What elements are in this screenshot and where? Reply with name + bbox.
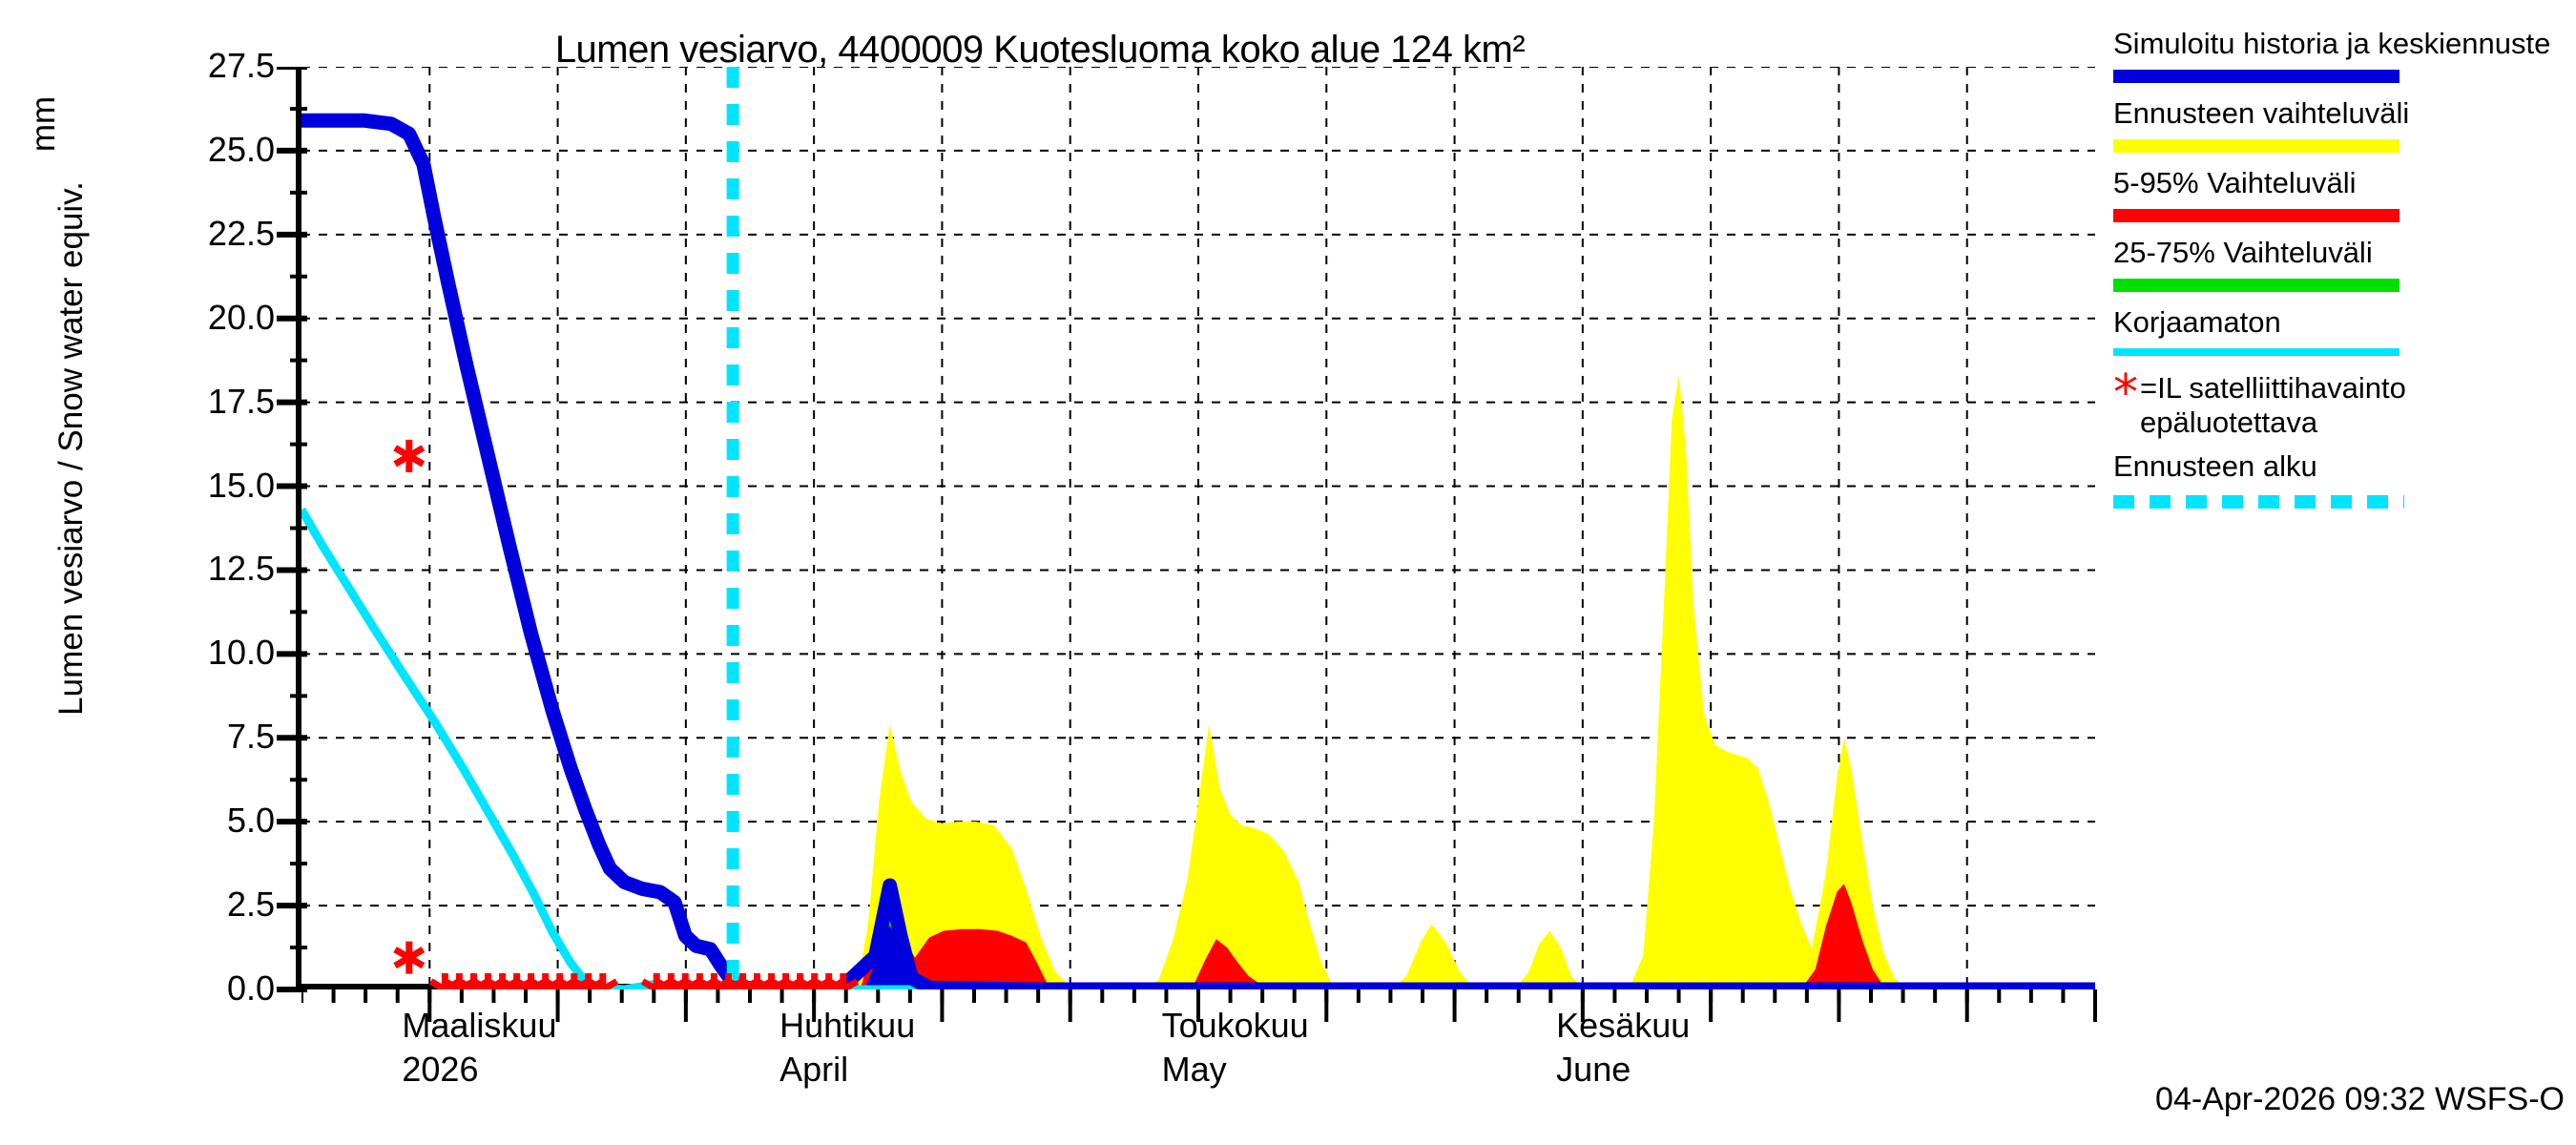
legend-label-satellite-1: =IL satelliittihavainto	[2140, 371, 2406, 405]
y-tick-label: 27.5	[207, 46, 275, 85]
x-tick-label: Maaliskuu 2026	[402, 1004, 556, 1092]
x-tick-label-fi: Toukokuu	[1161, 1006, 1309, 1045]
legend-swatch-mean	[2113, 70, 2399, 83]
legend-swatch-range-5-95	[2113, 209, 2399, 222]
legend-label-range-5-95: 5-95% Vaihteluväli	[2113, 166, 2357, 199]
y-tick-label: 0.0	[226, 968, 275, 1008]
y-axis-tick-labels: 27.5 25.0 22.5 20.0 17.5 15.0 12.5 10.0 7.5 5.0 2.…	[57, 46, 277, 1008]
y-axis-ticks	[277, 67, 307, 992]
x-axis-tick-labels: Maaliskuu 2026 Huhtikuu April Toukokuu May Kes…	[296, 1004, 2109, 1118]
y-tick-label: 17.5	[207, 381, 275, 421]
y-tick-label: 20.0	[207, 297, 275, 337]
chart-legend: Simuloitu historia ja keskiennuste Ennus…	[2113, 27, 2562, 509]
legend-label-range-25-75: 25-75% Vaihteluväli	[2113, 236, 2373, 269]
legend-label-forecast-start: Ennusteen alku	[2113, 449, 2317, 483]
x-tick-label: Huhtikuu April	[779, 1004, 915, 1092]
x-tick-label-fi: Kesäkuu	[1556, 1006, 1691, 1045]
y-tick-label: 15.0	[207, 465, 275, 505]
satellite-asterisk-icon: *	[2113, 364, 2138, 422]
legend-swatch-forecast-start	[2113, 495, 2404, 509]
x-tick-label: Toukokuu May	[1162, 1004, 1309, 1092]
legend-label-satellite-2: epäluotettava	[2140, 406, 2318, 439]
y-tick-label: 10.0	[207, 633, 275, 673]
legend-satellite-row: * =IL satelliittihavainto epäluotettava	[2113, 364, 2562, 440]
page-title: Lumen vesiarvo, 4400009 Kuotesluoma koko…	[554, 29, 1526, 71]
x-tick-label-fi: Maaliskuu	[402, 1006, 557, 1045]
x-tick-label-en: April	[779, 1050, 849, 1089]
x-tick-label-en: May	[1161, 1050, 1227, 1089]
y-tick-label: 7.5	[226, 717, 275, 757]
x-axis-ticks	[301, 989, 2097, 1022]
x-tick-label-en: June	[1556, 1050, 1631, 1089]
x-tick-label-en: 2026	[402, 1050, 479, 1089]
y-tick-label: 25.0	[207, 129, 275, 169]
legend-label-mean: Simuloitu historia ja keskiennuste	[2113, 27, 2551, 60]
legend-swatch-range-25-75	[2113, 279, 2399, 292]
legend-swatch-uncorrected	[2113, 348, 2399, 356]
y-tick-label: 12.5	[207, 549, 275, 589]
y-tick-label: 5.0	[226, 801, 275, 841]
footer-timestamp: 04-Apr-2026 09:32 WSFS-O	[2155, 1081, 2565, 1117]
legend-label-range-full: Ennusteen vaihteluväli	[2113, 96, 2410, 130]
plot-series-layer	[301, 67, 2095, 989]
plot-area	[277, 67, 2097, 1022]
x-tick-label: Kesäkuu June	[1556, 1004, 1690, 1092]
y-tick-label: 2.5	[226, 885, 275, 925]
legend-label-uncorrected: Korjaamaton	[2113, 305, 2281, 339]
x-tick-label-fi: Huhtikuu	[779, 1006, 916, 1045]
y-tick-label: 22.5	[207, 213, 275, 253]
legend-swatch-range-full	[2113, 139, 2399, 153]
